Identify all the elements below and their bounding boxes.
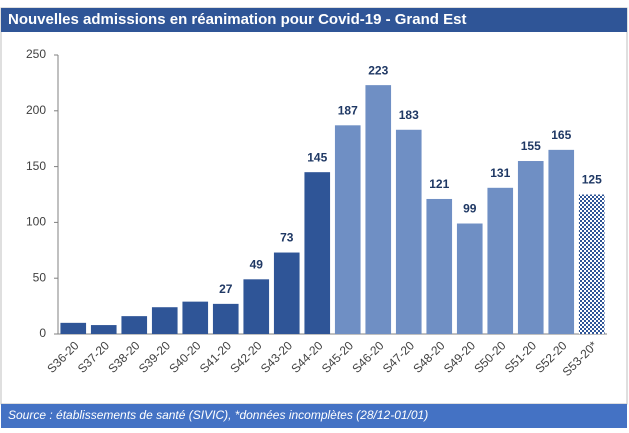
- data-label: 145: [307, 150, 327, 164]
- bar: [151, 307, 178, 334]
- data-label: 223: [368, 63, 388, 77]
- bar: [578, 194, 605, 334]
- data-label: 165: [551, 128, 571, 142]
- bar: [90, 325, 117, 334]
- y-tick-label: 50: [33, 270, 47, 284]
- bar: [182, 301, 209, 334]
- data-label: 187: [338, 103, 358, 117]
- bar: [243, 279, 270, 334]
- bar: [334, 125, 361, 334]
- footer-bar: [1, 404, 627, 428]
- y-tick-label: 150: [26, 159, 46, 173]
- y-tick-label: 250: [26, 47, 46, 61]
- chart-title: Nouvelles admissions en réanimation pour…: [8, 11, 466, 28]
- y-tick-label: 0: [39, 326, 46, 340]
- bar: [273, 252, 300, 334]
- data-label: 99: [463, 202, 477, 216]
- source-note: Source : établissements de santé (SIVIC)…: [8, 408, 428, 422]
- y-tick-label: 200: [26, 103, 46, 117]
- data-label: 155: [521, 139, 541, 153]
- data-label: 131: [490, 166, 510, 180]
- bar: [60, 322, 87, 334]
- bar: [426, 198, 453, 334]
- bar: [548, 149, 575, 334]
- title-bar: [1, 8, 627, 32]
- bar: [212, 303, 239, 334]
- bar: [456, 223, 483, 334]
- data-label: 121: [429, 177, 449, 191]
- data-label: 125: [582, 173, 602, 187]
- data-label: 49: [250, 257, 264, 271]
- data-label: 183: [399, 108, 419, 122]
- data-label: 27: [219, 282, 233, 296]
- bar: [304, 172, 331, 334]
- bar: [395, 129, 422, 334]
- y-tick-label: 100: [26, 215, 46, 229]
- data-label: 73: [280, 231, 294, 245]
- bar: [517, 161, 544, 334]
- bar: [365, 85, 392, 334]
- bar: [121, 316, 148, 334]
- bar: [487, 187, 514, 334]
